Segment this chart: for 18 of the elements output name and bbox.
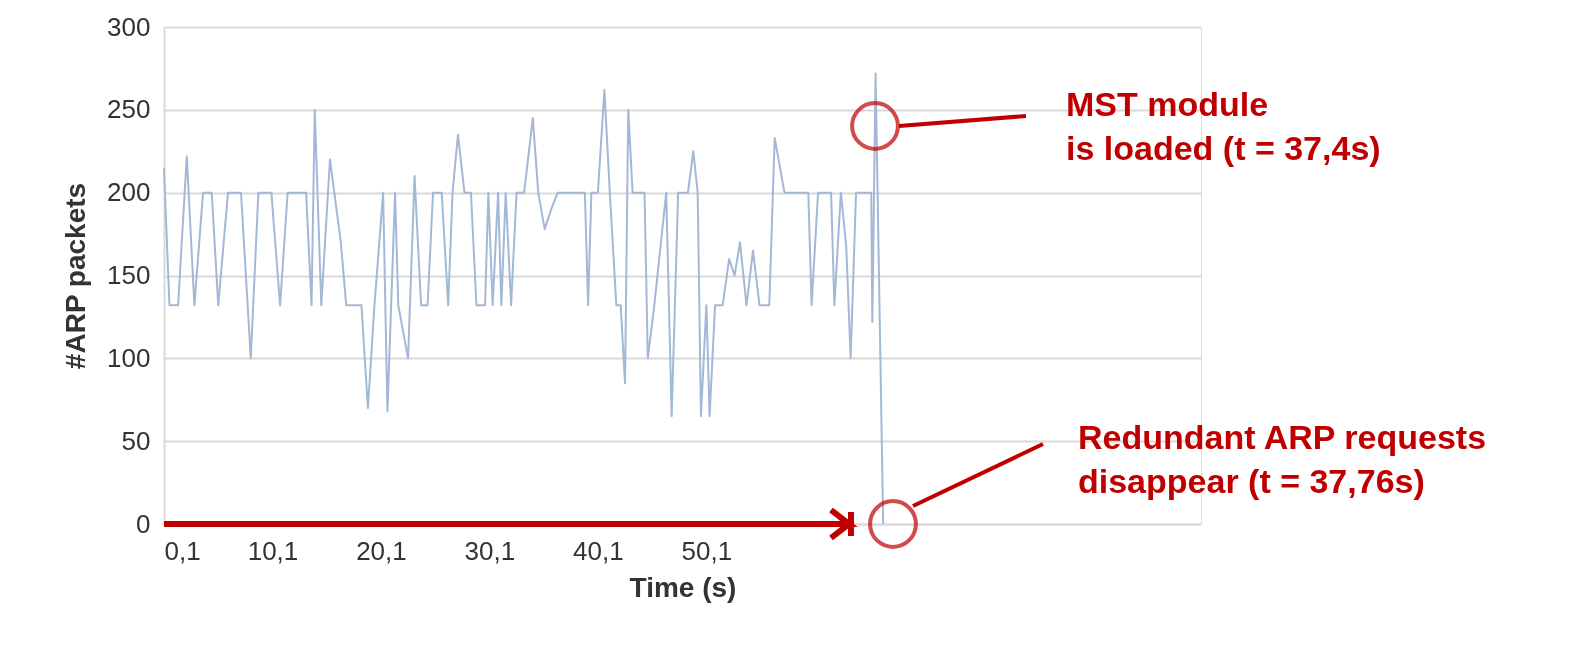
line-series: [163, 72, 885, 525]
y-tick-label: 150: [107, 260, 151, 290]
annotation: Redundant ARP requests disappear (t = 37,76s): [1078, 418, 1487, 500]
x-tick-label: 30,1: [464, 535, 516, 566]
y-tick-label: 100: [107, 342, 151, 373]
y-tick-label: 300: [107, 11, 151, 42]
x-axis-title: Time (s): [629, 571, 737, 603]
x-tick-label: 0,1: [164, 535, 201, 566]
y-tick-label: 250: [107, 94, 151, 125]
x-tick-label: 20,1: [356, 535, 407, 566]
y-tick-label: 50: [121, 425, 151, 456]
y-tick-label: 0: [136, 508, 151, 539]
y-tick-label: 200: [107, 177, 151, 208]
x-tick-label: 50,1: [681, 535, 733, 566]
annotation: MST module is loaded (t = 37,4s): [1066, 85, 1381, 167]
x-tick-label: 10,1: [247, 535, 299, 566]
y-axis-title: #ARP packets: [60, 182, 92, 370]
x-tick-label: 40,1: [573, 535, 624, 566]
